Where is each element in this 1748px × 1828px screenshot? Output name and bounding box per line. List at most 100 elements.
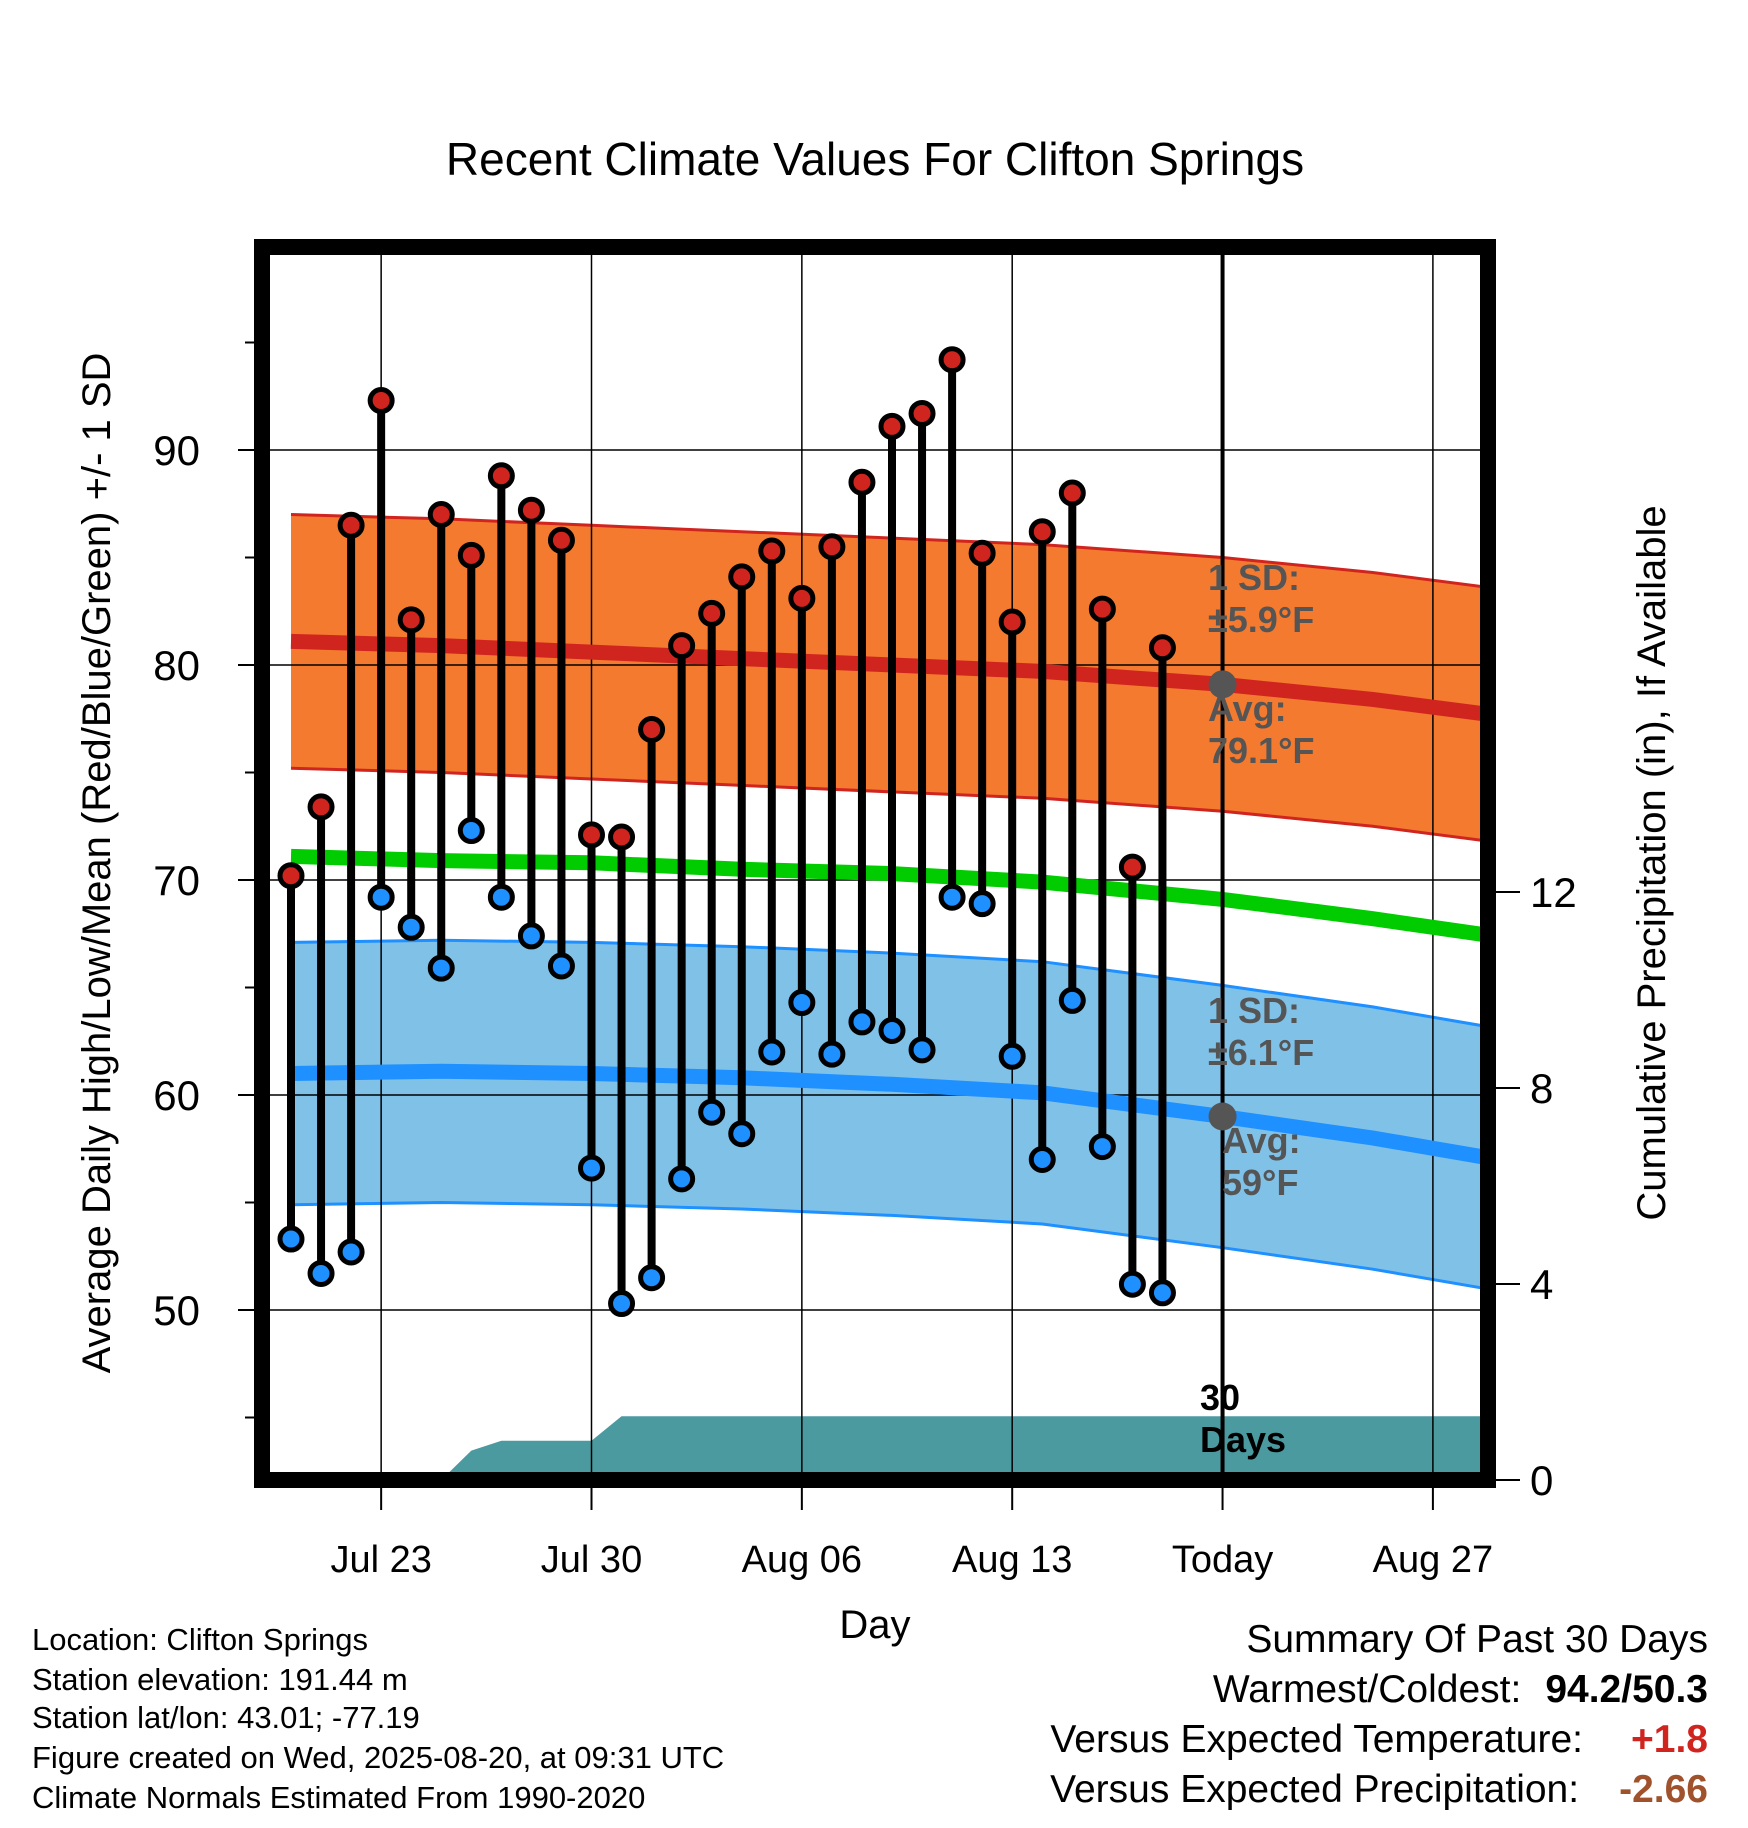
daily-high-point xyxy=(397,606,425,634)
summary-temp: Versus Expected Temperature: +1.8 xyxy=(1050,1718,1708,1762)
high-sd-label-line: ±5.9°F xyxy=(1208,599,1314,640)
daily-high-point xyxy=(457,541,485,569)
high-sd-label: 1 SD: ±5.9°F xyxy=(1208,557,1314,640)
daily-range-bars xyxy=(287,359,1167,1304)
x-tick-label: Aug 06 xyxy=(742,1539,862,1581)
elevation-text: Station elevation: 191.44 m xyxy=(32,1662,408,1697)
x-axis-label: Day xyxy=(839,1603,910,1647)
daily-low-point xyxy=(668,1165,696,1193)
low-avg-label-line: Avg: xyxy=(1222,1120,1301,1161)
low-sd-band xyxy=(291,940,1488,1289)
plot-border xyxy=(254,239,1496,1488)
daily-low-point xyxy=(367,883,395,911)
daily-low-point xyxy=(968,890,996,918)
daily-high-point xyxy=(277,862,305,890)
daily-high-point xyxy=(728,563,756,591)
low-sd-label: 1 SD: ±6.1°F xyxy=(1208,990,1314,1073)
x-tick-label: Today xyxy=(1172,1539,1273,1581)
daily-high-point xyxy=(848,468,876,496)
daily-high-point xyxy=(788,584,816,612)
normal-mean-line xyxy=(290,848,1488,943)
daily-low-point xyxy=(578,1154,605,1182)
y-tick-label: 50 xyxy=(153,1287,200,1334)
precip-area xyxy=(291,1416,1488,1480)
daily-high-point xyxy=(968,539,996,567)
daily-low-point xyxy=(878,1017,906,1044)
daily-low-point xyxy=(638,1264,666,1292)
daily-low-point xyxy=(487,883,515,911)
low-avg-label-line: 59°F xyxy=(1222,1162,1298,1203)
daily-high-point xyxy=(938,346,966,374)
daily-low-point xyxy=(818,1040,846,1068)
daily-low-point xyxy=(1028,1146,1056,1173)
high-sd-label-line: 1 SD: xyxy=(1208,557,1300,598)
temp-label: Versus Expected Temperature: xyxy=(1050,1718,1583,1761)
daily-high-point xyxy=(517,496,545,524)
daily-low-point xyxy=(457,817,485,845)
today-days-label-line: 30 xyxy=(1200,1377,1240,1418)
daily-low-point xyxy=(758,1038,786,1066)
y-tick-label: 60 xyxy=(153,1072,200,1119)
high-avg-label-line: 79.1°F xyxy=(1208,730,1314,771)
daily-high-point xyxy=(818,533,846,561)
axes: 50 60 70 80 90 0 4 8 12 Jul 23 Jul 30 Aug 06 Aug 13 T… xyxy=(75,133,1674,1647)
avg-low-dot xyxy=(1208,1102,1237,1131)
daily-low-point xyxy=(608,1290,636,1318)
daily-low-point xyxy=(938,883,966,911)
created-text: Figure created on Wed, 2025-08-20, at 09… xyxy=(32,1740,725,1775)
daily-high-point xyxy=(367,387,395,415)
y2-tick-label: 0 xyxy=(1530,1457,1553,1504)
daily-high-point xyxy=(337,511,365,539)
daily-low-point xyxy=(998,1042,1026,1070)
daily-high-point xyxy=(427,501,455,528)
x-tick-label: Aug 13 xyxy=(952,1539,1072,1581)
warm-cold-label: Warmest/Coldest: xyxy=(1212,1668,1522,1711)
low-sd-lower-edge xyxy=(290,1200,1488,1291)
daily-high-point xyxy=(608,823,636,851)
daily-high-point xyxy=(698,599,726,627)
summary-warm-cold: Warmest/Coldest: 94.2/50.3 xyxy=(1213,1668,1708,1712)
today-days-label-line: Days xyxy=(1200,1419,1286,1460)
avg-high-dot xyxy=(1208,670,1237,699)
plot-frame xyxy=(254,239,1496,1488)
warm-cold-value: 94.2/50.3 xyxy=(1545,1668,1708,1711)
daily-high-point xyxy=(1088,595,1116,623)
high-avg-label-line: Avg: xyxy=(1208,688,1287,729)
y2-tick-label: 12 xyxy=(1530,869,1577,916)
normals-text: Climate Normals Estimated From 1990-2020 xyxy=(32,1780,646,1815)
daily-high-point xyxy=(1148,634,1176,662)
daily-high-point xyxy=(758,537,786,565)
daily-low-point xyxy=(848,1008,876,1036)
precip-value: -2.66 xyxy=(1619,1768,1708,1811)
daily-high-point xyxy=(1058,479,1086,507)
daily-high-point xyxy=(307,793,335,821)
daily-points xyxy=(277,346,1176,1318)
daily-low-point xyxy=(547,952,575,980)
y2-tick-label: 8 xyxy=(1530,1065,1553,1112)
daily-low-point xyxy=(517,922,545,950)
summary-heading: Summary Of Past 30 Days xyxy=(1246,1618,1708,1661)
daily-high-point xyxy=(668,632,696,660)
daily-low-point xyxy=(1148,1279,1176,1307)
precip-area-group xyxy=(291,1416,1488,1480)
daily-low-point xyxy=(1118,1270,1146,1298)
x-tick-label: Jul 30 xyxy=(541,1539,642,1581)
low-avg-label: Avg: 59°F xyxy=(1222,1120,1301,1203)
daily-low-point xyxy=(277,1225,305,1253)
daily-high-point xyxy=(998,608,1026,636)
y-tick-label: 70 xyxy=(153,857,200,904)
sd-bands xyxy=(290,513,1488,1291)
daily-low-point xyxy=(307,1259,335,1287)
daily-high-point xyxy=(638,716,666,743)
location-text: Location: Clifton Springs xyxy=(32,1622,369,1657)
daily-high-point xyxy=(1118,853,1146,881)
daily-high-point xyxy=(578,821,605,849)
daily-low-point xyxy=(728,1120,756,1148)
daily-low-point xyxy=(397,913,425,941)
y-tick-label: 80 xyxy=(153,642,200,689)
latlon-text: Station lat/lon: 43.01; -77.19 xyxy=(32,1700,420,1735)
x-tick-label: Jul 23 xyxy=(330,1539,431,1581)
y2-tick-label: 4 xyxy=(1530,1261,1553,1308)
daily-high-point xyxy=(547,526,575,554)
